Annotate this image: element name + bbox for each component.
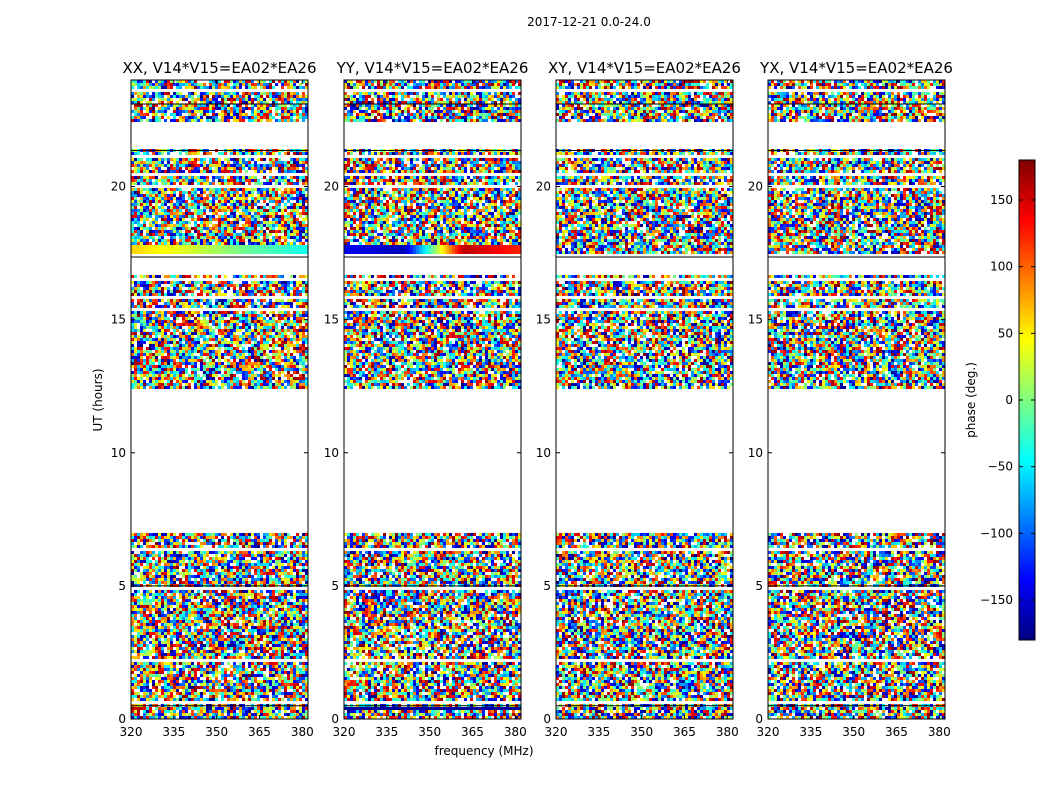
x-tick-label: 365 xyxy=(461,725,484,739)
x-tick-label: 335 xyxy=(587,725,610,739)
y-tick-label: 5 xyxy=(755,579,763,593)
x-tick-label: 335 xyxy=(375,725,398,739)
y-tick-label: 15 xyxy=(111,313,126,327)
panel-2-heatmap xyxy=(556,80,733,719)
x-tick-label: 365 xyxy=(673,725,696,739)
colorbar-label: phase (deg.) xyxy=(964,362,978,438)
x-tick-label: 350 xyxy=(842,725,865,739)
y-tick-label: 20 xyxy=(536,180,551,194)
x-tick-label: 335 xyxy=(799,725,822,739)
panel-1-heatmap xyxy=(344,80,521,719)
x-tick-label: 350 xyxy=(205,725,228,739)
x-tick-label: 380 xyxy=(291,725,314,739)
colorbar-tick-label: 100 xyxy=(990,260,1013,274)
panel-0: XX, V14*V15=EA02*EA26 320 335 350 365 380 0 5 10… xyxy=(111,59,317,739)
colorbar-tick-label: 0 xyxy=(1005,393,1013,407)
panel-3-frame xyxy=(767,79,946,720)
x-tick-label: 335 xyxy=(162,725,185,739)
y-tick-label: 20 xyxy=(324,180,339,194)
colorbar-tick-label: 150 xyxy=(990,193,1013,207)
panel-0-title: XX, V14*V15=EA02*EA26 xyxy=(122,59,316,77)
figure-title: 2017-12-21 0.0-24.0 xyxy=(527,15,651,29)
x-tick-label: 380 xyxy=(716,725,739,739)
y-tick-label: 10 xyxy=(324,446,339,460)
panel-1-title: YY, V14*V15=EA02*EA26 xyxy=(336,59,529,77)
x-tick-label: 350 xyxy=(630,725,653,739)
y-tick-label: 5 xyxy=(543,579,551,593)
x-tick-label: 380 xyxy=(928,725,951,739)
x-tick-label: 380 xyxy=(504,725,527,739)
x-tick-label: 320 xyxy=(120,725,143,739)
x-axis-label: frequency (MHz) xyxy=(434,744,533,758)
panel-1-frame xyxy=(343,79,522,720)
x-tick-label: 350 xyxy=(418,725,441,739)
colorbar: 150 100 50 0 −50 −100 −150 phase (deg.) xyxy=(964,159,1036,641)
panel-1: YY, V14*V15=EA02*EA26 320 335 350 365 380 0 5 10… xyxy=(324,59,529,739)
y-tick-label: 0 xyxy=(543,712,551,726)
y-tick-label: 20 xyxy=(111,180,126,194)
panel-3: YX, V14*V15=EA02*EA26 320 335 350 365 380 0 5 10… xyxy=(748,59,953,739)
colorbar-tick-label: −50 xyxy=(988,460,1013,474)
x-tick-label: 365 xyxy=(248,725,271,739)
y-tick-label: 5 xyxy=(331,579,339,593)
y-tick-label: 5 xyxy=(118,579,126,593)
panel-3-title: YX, V14*V15=EA02*EA26 xyxy=(759,59,953,77)
colorbar-tick-label: −150 xyxy=(980,593,1013,607)
panel-0-heatmap xyxy=(131,80,308,719)
x-tick-label: 320 xyxy=(545,725,568,739)
y-tick-label: 15 xyxy=(748,313,763,327)
y-tick-label: 0 xyxy=(331,712,339,726)
y-tick-label: 10 xyxy=(536,446,551,460)
panel-0-frame xyxy=(130,79,309,720)
y-tick-label: 15 xyxy=(324,313,339,327)
panel-2-frame xyxy=(555,79,734,720)
panel-2-title: XY, V14*V15=EA02*EA26 xyxy=(548,59,741,77)
x-tick-label: 320 xyxy=(333,725,356,739)
panel-2: XY, V14*V15=EA02*EA26 320 335 350 365 380 0 5 10… xyxy=(536,59,741,739)
y-tick-label: 10 xyxy=(748,446,763,460)
y-tick-label: 0 xyxy=(755,712,763,726)
y-tick-label: 20 xyxy=(748,180,763,194)
y-axis-label: UT (hours) xyxy=(91,368,105,431)
y-tick-label: 10 xyxy=(111,446,126,460)
panel-3-heatmap xyxy=(768,80,945,719)
panels: XX, V14*V15=EA02*EA26 320 335 350 365 380 0 5 10… xyxy=(111,59,953,739)
y-tick-label: 15 xyxy=(536,313,551,327)
colorbar-tick-label: −100 xyxy=(980,526,1013,540)
x-tick-label: 320 xyxy=(757,725,780,739)
x-tick-label: 365 xyxy=(885,725,908,739)
y-tick-label: 0 xyxy=(118,712,126,726)
colorbar-tick-label: 50 xyxy=(998,326,1013,340)
